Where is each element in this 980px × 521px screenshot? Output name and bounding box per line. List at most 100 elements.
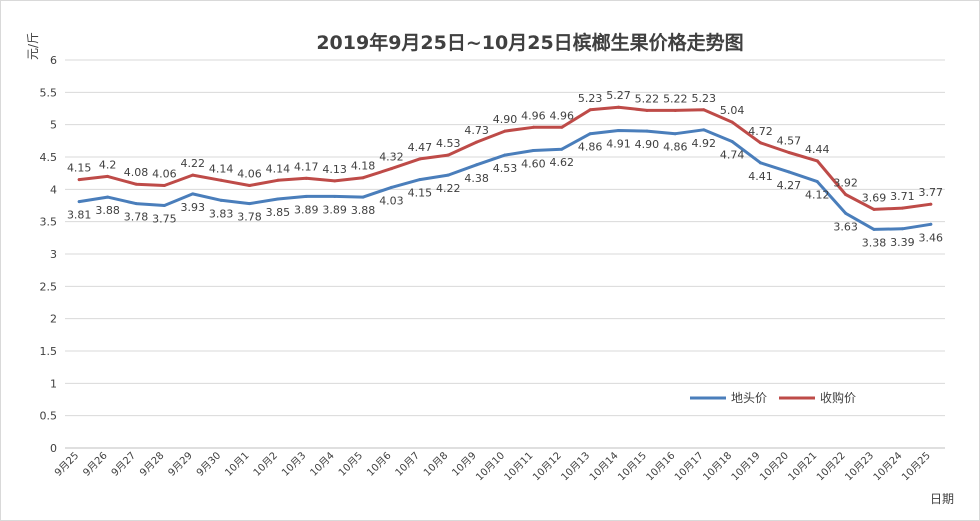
data-label-series-2: 4.17	[294, 160, 319, 173]
data-point-series-2	[446, 153, 450, 157]
data-labels: 3.81 3.88 3.78 3.753.93 3.83 3.78 3.85 3.89 3.89…	[67, 89, 943, 249]
data-label-series-2: 4.73	[464, 124, 489, 137]
data-point-series-1	[758, 161, 762, 165]
data-label-series-1: 3.78	[237, 211, 262, 224]
y-tick-label: 5.5	[40, 86, 58, 99]
y-tick-label: 2	[50, 313, 57, 326]
y-tick-label: 4	[50, 183, 57, 196]
data-label-series-1: 4.15	[408, 187, 433, 200]
y-tick-label: 6	[50, 54, 57, 67]
x-axis-title: 日期	[930, 492, 954, 506]
data-point-series-2	[872, 207, 876, 211]
data-label-series-1: 3.46	[919, 231, 944, 244]
data-label-series-1: 3.78	[124, 211, 149, 224]
data-label-series-1: 4.60	[521, 158, 546, 171]
data-label-series-2: 4.14	[209, 162, 234, 175]
data-point-series-1	[276, 197, 280, 201]
y-tick-label: 3	[50, 248, 57, 261]
data-point-series-2	[929, 202, 933, 206]
data-point-series-1	[787, 170, 791, 174]
data-point-series-1	[446, 173, 450, 177]
y-tick-label: 0.5	[40, 410, 58, 423]
data-point-series-1	[844, 211, 848, 215]
data-label-series-2: 4.53	[436, 137, 461, 150]
data-point-series-1	[702, 128, 706, 132]
data-label-series-1: 4.62	[550, 156, 575, 169]
data-point-series-2	[361, 176, 365, 180]
data-label-series-2: 4.14	[266, 162, 291, 175]
data-label-series-2: 4.96	[550, 109, 575, 122]
data-label-series-1: 4.86	[663, 141, 688, 154]
data-point-series-2	[787, 150, 791, 154]
data-point-series-1	[531, 149, 535, 153]
data-label-series-2: 4.32	[379, 151, 404, 164]
data-label-series-1: 3.39	[890, 236, 915, 249]
data-label-series-2: 4.22	[180, 157, 205, 170]
data-point-series-1	[475, 163, 479, 167]
y-tick-label: 1.5	[40, 345, 58, 358]
data-point-series-1	[560, 147, 564, 151]
y-axis-ticks: 0 0.5 1 1.5 2 2.5 3 3.5 4 4.5 5 5.5 6	[40, 54, 58, 455]
data-point-series-2	[248, 183, 252, 187]
data-label-series-2: 4.15	[67, 162, 92, 175]
data-label-series-2: 4.47	[408, 141, 433, 154]
data-label-series-2: 4.44	[805, 143, 830, 156]
data-point-series-2	[645, 108, 649, 112]
data-label-series-1: 3.63	[833, 220, 858, 233]
data-point-series-2	[900, 206, 904, 210]
y-tick-label: 0	[50, 442, 57, 455]
data-label-series-1: 3.89	[294, 203, 319, 216]
y-tick-label: 1	[50, 377, 57, 390]
data-point-series-1	[673, 132, 677, 136]
data-label-series-2: 4.08	[124, 166, 149, 179]
data-label-series-1: 4.74	[720, 148, 745, 161]
legend-label-series-2: 收购价	[820, 390, 856, 405]
data-label-series-2: 4.18	[351, 160, 376, 173]
data-point-series-1	[929, 222, 933, 226]
data-point-series-2	[134, 182, 138, 186]
data-point-series-2	[531, 125, 535, 129]
data-label-series-2: 3.71	[890, 190, 915, 203]
data-label-series-2: 5.22	[663, 92, 688, 105]
data-point-series-2	[276, 178, 280, 182]
y-tick-label: 3.5	[40, 216, 58, 229]
data-label-series-2: 4.72	[748, 125, 773, 138]
data-point-series-2	[389, 167, 393, 171]
gridlines	[65, 59, 945, 449]
data-point-series-2	[333, 179, 337, 183]
data-label-series-1: 4.86	[578, 141, 603, 154]
data-label-series-1: 3.88	[95, 204, 120, 217]
data-label-series-1: 4.90	[635, 138, 660, 151]
data-point-series-2	[106, 174, 110, 178]
data-label-series-2: 3.92	[833, 177, 858, 190]
data-label-series-1: 3.89	[322, 203, 347, 216]
data-point-series-1	[77, 200, 81, 204]
data-point-series-2	[673, 108, 677, 112]
data-point-series-2	[758, 141, 762, 145]
data-point-series-1	[162, 204, 166, 207]
data-point-series-2	[191, 173, 195, 177]
y-tick-label: 2.5	[40, 280, 58, 293]
data-point-series-1	[106, 195, 110, 199]
data-label-series-1: 3.38	[862, 236, 887, 249]
data-label-series-2: 5.04	[720, 104, 745, 117]
data-label-series-2: 4.06	[237, 167, 262, 180]
data-point-series-1	[134, 202, 138, 206]
data-point-series-2	[418, 157, 422, 161]
data-label-series-1: 4.91	[606, 137, 631, 150]
data-label-series-2: 5.27	[606, 89, 631, 102]
data-point-series-2	[730, 120, 734, 124]
data-label-series-2: 5.22	[635, 92, 660, 105]
data-label-series-1: 4.38	[464, 172, 489, 185]
data-point-series-2	[560, 125, 564, 129]
data-label-series-2: 4.96	[521, 109, 546, 122]
data-point-series-2	[219, 178, 223, 182]
data-point-series-2	[77, 178, 81, 182]
y-axis-title: 元/斤	[26, 32, 40, 60]
data-point-series-1	[503, 153, 507, 157]
legend-label-series-1: 地头价	[731, 391, 767, 405]
legend: 地头价 收购价	[690, 390, 856, 405]
y-tick-label: 5	[50, 119, 57, 132]
data-point-series-2	[503, 129, 507, 133]
